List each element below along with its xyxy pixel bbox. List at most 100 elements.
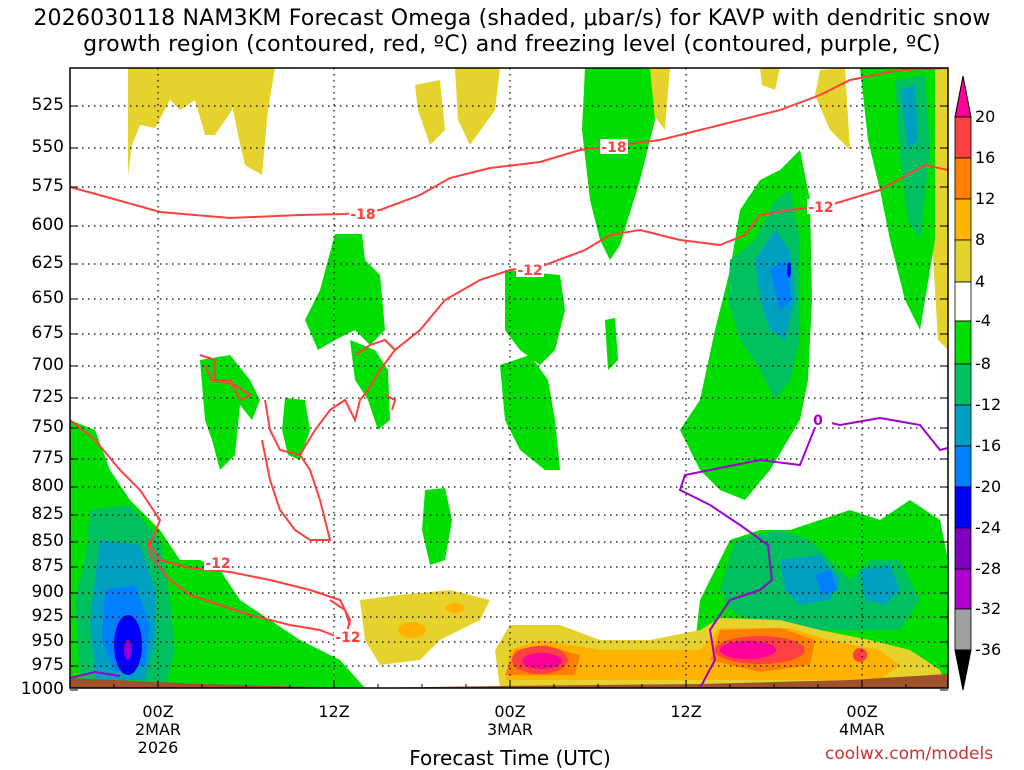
omega-fill: [282, 398, 310, 460]
colorbar-segment: [954, 281, 972, 322]
colorbar-label: -8: [975, 354, 991, 373]
x-tick-time: 12Z: [670, 702, 702, 721]
y-tick-label: 575: [31, 176, 64, 196]
colorbar-segment: [954, 320, 972, 365]
y-tick-label: 975: [31, 655, 64, 675]
colorbar-bottom-arrow: [954, 649, 972, 691]
freezing-contour: [678, 416, 948, 688]
colorbar-label: -36: [975, 640, 1002, 659]
colorbar-label: -28: [975, 559, 1002, 578]
terrain-fill: [70, 674, 948, 688]
colorbar-label: -32: [975, 599, 1002, 618]
x-tick-label: 00Z 4MAR: [827, 703, 897, 739]
colorbar-segment: [954, 486, 972, 529]
dgz-contour-loop: [199, 354, 252, 402]
contour-label-bg: [807, 199, 835, 214]
contour-label: -12: [205, 556, 230, 572]
omega-fill: [70, 450, 95, 530]
colorbar-label: -16: [975, 436, 1002, 455]
y-tick-label: 600: [31, 215, 64, 235]
x-tick-label: 12Z: [651, 703, 721, 721]
y-tick-label: 925: [31, 606, 64, 626]
colorbar-segment: [954, 527, 972, 570]
y-tick-label: 625: [31, 253, 64, 273]
x-tick-label: 00Z 3MAR: [475, 703, 545, 739]
dgz-contour-loop: [261, 399, 332, 541]
dgz-contour-loop: [329, 599, 351, 626]
colorbar-label: -24: [975, 518, 1002, 537]
y-tick-label: 525: [31, 95, 64, 115]
contour-label: -18: [601, 140, 626, 156]
x-tick-date: 2026: [137, 738, 179, 757]
colorbar-label: 16: [975, 148, 996, 167]
x-tick-time: 12Z: [318, 702, 350, 721]
colorbar-label: -20: [975, 477, 1002, 496]
contour-label-bg: [600, 139, 628, 154]
omega-fill: [582, 68, 655, 260]
omega-fill: [900, 85, 918, 150]
omega-fill: [760, 68, 780, 90]
omega-fill: [455, 68, 500, 145]
contour-label: -12: [517, 263, 542, 279]
chart-title-line1: 2026030118 NAM3KM Forecast Omega (shaded…: [33, 6, 991, 31]
colorbar-label: -4: [975, 311, 991, 330]
x-tick-date: 4MAR: [838, 720, 886, 739]
omega-fill: [860, 565, 900, 605]
colorbar-segment: [954, 404, 972, 447]
omega-fill: [124, 640, 132, 660]
colorbar-segment: [954, 116, 972, 159]
colorbar-label: 4: [975, 272, 986, 291]
x-tick-time: 00Z: [142, 702, 174, 721]
colorbar-label: 12: [975, 189, 996, 208]
contour-label: -12: [808, 200, 833, 216]
y-tick-label: 725: [31, 387, 64, 407]
colorbar-segment: [954, 198, 972, 241]
colorbar-segment: [954, 239, 972, 283]
y-tick-label: 825: [31, 504, 64, 524]
colorbar-label: 8: [975, 230, 986, 249]
omega-fill: [932, 68, 948, 350]
credit-link[interactable]: coolwx.com/models: [825, 744, 994, 764]
omega-fill: [815, 68, 850, 150]
omega-fill: [200, 355, 260, 470]
plot-frame: [69, 67, 949, 689]
omega-fill: [500, 355, 560, 470]
omega-fill: [445, 603, 465, 613]
x-tick-label: 12Z: [299, 703, 369, 721]
omega-fill: [770, 260, 792, 310]
colorbar-segment: [954, 608, 972, 651]
omega-fill: [720, 641, 776, 659]
y-tick-label: 900: [31, 582, 64, 602]
y-tick-label: 550: [31, 137, 64, 157]
y-tick-label: 750: [31, 417, 64, 437]
x-tick-date: 2MAR: [134, 720, 182, 739]
freezing-contour: [70, 670, 121, 679]
dgz-contour-loop: [354, 338, 396, 356]
y-tick-label: 950: [31, 631, 64, 651]
y-tick-label: 800: [31, 476, 64, 496]
x-tick-time: 00Z: [494, 702, 526, 721]
x-tick-label: 00Z 2MAR 2026: [123, 703, 193, 757]
colorbar-top-arrow: [954, 75, 972, 118]
contour-label-bg: [804, 412, 832, 427]
y-tick-label: 650: [31, 288, 64, 308]
dgz-contour-loop: [384, 394, 397, 411]
omega-fill: [815, 570, 838, 595]
omega-fill: [522, 653, 562, 669]
omega-fill: [415, 80, 445, 145]
y-tick-label: 850: [31, 531, 64, 551]
x-tick-date: 3MAR: [486, 720, 534, 739]
omega-fill: [787, 262, 791, 278]
omega-fill: [305, 234, 385, 350]
dgz-contour-minus18: [70, 68, 948, 220]
colorbar-label: -12: [975, 395, 1002, 414]
contour-label: -18: [350, 207, 375, 223]
omega-fill: [505, 270, 565, 365]
contour-label-bg: [334, 629, 362, 644]
colorbar-segment: [954, 445, 972, 488]
colorbar-label: 20: [975, 107, 996, 126]
contour-label-bg: [204, 555, 232, 570]
y-tick-label: 875: [31, 556, 64, 576]
y-tick-label: 775: [31, 448, 64, 468]
